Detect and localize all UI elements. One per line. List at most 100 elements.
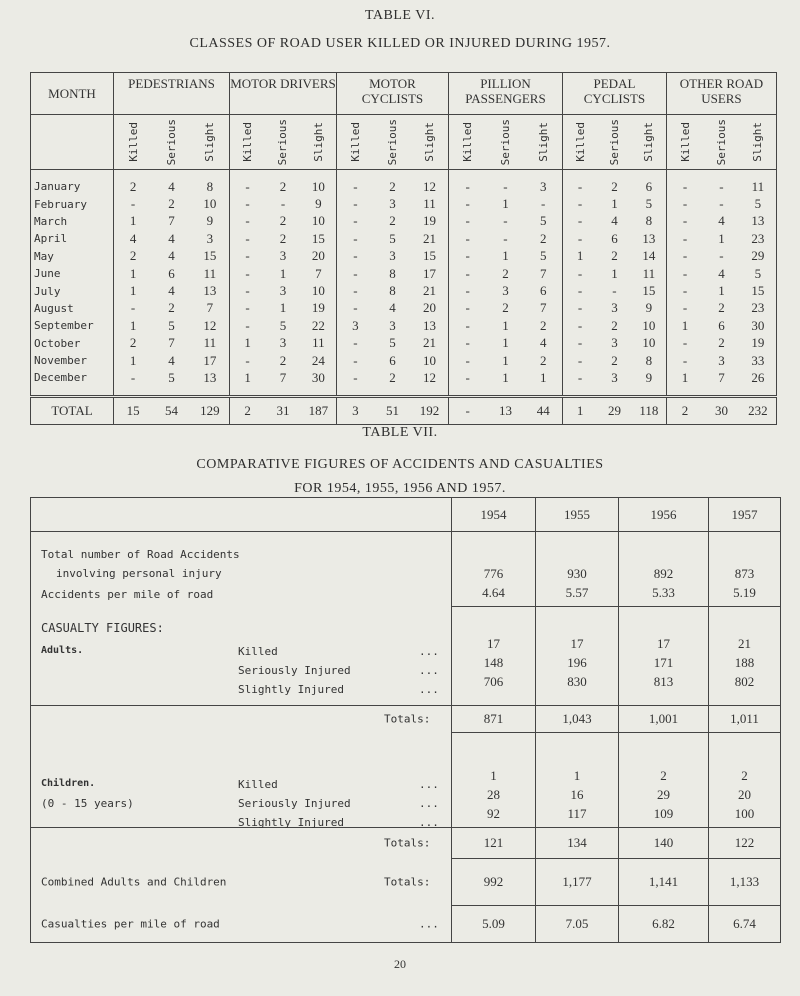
combined-label: Combined Adults and Children (41, 875, 227, 889)
cell-value: - (447, 264, 487, 283)
total-label: TOTAL (30, 394, 114, 425)
cell-value: 3 (335, 394, 374, 425)
cell-value: 3 (611, 335, 618, 351)
cell-value: - (335, 195, 374, 213)
cell-value: - (665, 247, 704, 265)
subheader-group: Killed Serious Slight (229, 114, 337, 170)
subheader-slight: Slight (311, 122, 325, 162)
cell-value: - (229, 351, 266, 370)
cell-value: 7 (168, 213, 175, 229)
cell-value: 5 (645, 196, 653, 212)
cell-value: - (503, 230, 508, 246)
cell-value: 12 (423, 178, 437, 194)
cell-value: 1 (611, 265, 618, 281)
cell-value: 17 (203, 352, 217, 368)
cell-value: - (665, 212, 704, 231)
dots: ... (419, 777, 439, 791)
cell-value: 2 (539, 352, 547, 368)
children-serious: 29 (657, 787, 670, 802)
per-mile-label: Accidents per mile of road (41, 588, 214, 601)
month-june: June (30, 264, 114, 283)
year-1955: 1955 (535, 497, 619, 532)
cell-value: 7 (279, 369, 287, 385)
cell-value: 1 (229, 369, 266, 387)
cell-value: 23 (739, 299, 777, 318)
cell-value: - (447, 230, 487, 248)
type-killed: Killed (238, 644, 278, 658)
cell-value: 2 (389, 178, 396, 194)
accidents-labels: Total number of Road Accidents involving … (31, 532, 452, 607)
cell-value: 2 (502, 300, 509, 316)
cell-value: 30 (311, 369, 325, 385)
cell-value: 23 (739, 230, 777, 248)
cell-value: 7 (168, 335, 175, 351)
cell-value: 2 (718, 300, 725, 316)
cell-value: 8 (389, 265, 396, 281)
cell-value: - (561, 282, 598, 300)
subheader-slight: Slight (642, 122, 656, 162)
cell-value: 14 (642, 248, 656, 264)
casualties-per-mile: 6.74 (708, 905, 781, 943)
table-row: September 1 5 12-5 22 3 3 13-1 2-2 10 1 6 30 (30, 317, 777, 335)
cell-value: 26 (739, 369, 777, 387)
adults-slight: 813 (653, 674, 674, 689)
accidents-label-2: involving personal injury (56, 567, 222, 580)
cell-value: 1 (665, 369, 704, 387)
cell-value: 2 (718, 335, 725, 351)
cell-value: - (665, 351, 704, 370)
dots: ... (419, 815, 439, 829)
cell-value: 31 (265, 394, 301, 425)
cell-value: 8 (389, 283, 396, 299)
cell-value: 12 (423, 369, 437, 385)
value-per-mile: 5.19 (733, 585, 756, 600)
type-slight: Slightly Injured (238, 815, 344, 829)
cell-value: 1 (279, 265, 287, 281)
cell-value: 21 (423, 283, 437, 299)
adults-totals: 1,001 (618, 705, 709, 733)
cell-value: - (665, 282, 704, 300)
cell-value: - (447, 195, 487, 213)
page-number: 20 (394, 957, 406, 971)
cell-value: - (561, 230, 598, 248)
cell-value: 10 (203, 196, 217, 212)
table7-comparative-figures: 1954 1955 1956 1957 Total number of Road… (30, 497, 781, 943)
cell-value: - (665, 299, 704, 318)
cell-value: 7 (539, 265, 547, 281)
cell-value: 5 (739, 195, 777, 213)
subheader-serious: Serious (714, 118, 728, 166)
casualties-per-mile: 5.09 (451, 905, 536, 943)
subheader-group: Killed Serious Slight (113, 114, 230, 170)
cell-value: 20 (423, 300, 437, 316)
cell-value: 13 (203, 369, 217, 385)
subheader-killed: Killed (348, 122, 362, 162)
cell-value: 9 (315, 196, 322, 212)
group-header-pedestrians: PEDESTRIANS (113, 72, 230, 115)
children-totals: 134 (535, 827, 619, 859)
cell-value: - (561, 299, 598, 318)
cell-value: - (561, 317, 598, 335)
cell-value: - (113, 299, 153, 318)
cell-value: 4 (168, 230, 175, 246)
spacer-row (30, 169, 777, 178)
cell-value: 8 (645, 213, 653, 229)
cell-value: 1 (502, 335, 509, 351)
children-killed: 1 (490, 768, 497, 783)
children-age: (0 - 15 years) (41, 796, 134, 810)
cell-value: 1 (113, 264, 153, 283)
cell-value: 129 (190, 394, 230, 425)
cell-value: 13 (739, 212, 777, 231)
cell-value: - (113, 369, 153, 387)
cell-value: 4 (168, 248, 175, 264)
month-september: September (30, 317, 114, 335)
cell-value: 30 (739, 317, 777, 335)
subheader-killed: Killed (573, 122, 587, 162)
cell-value: 17 (423, 265, 437, 281)
cell-value: 6 (718, 317, 725, 333)
cell-value: 2 (229, 394, 266, 425)
table6-subtitle: CLASSES OF ROAD USER KILLED OR INJURED D… (189, 36, 611, 51)
cell-value: 1 (539, 369, 547, 385)
subheader-killed: Killed (678, 122, 692, 162)
cell-value: 1 (561, 247, 598, 265)
children-slight: 100 (734, 806, 755, 821)
cell-value: - (447, 394, 487, 425)
